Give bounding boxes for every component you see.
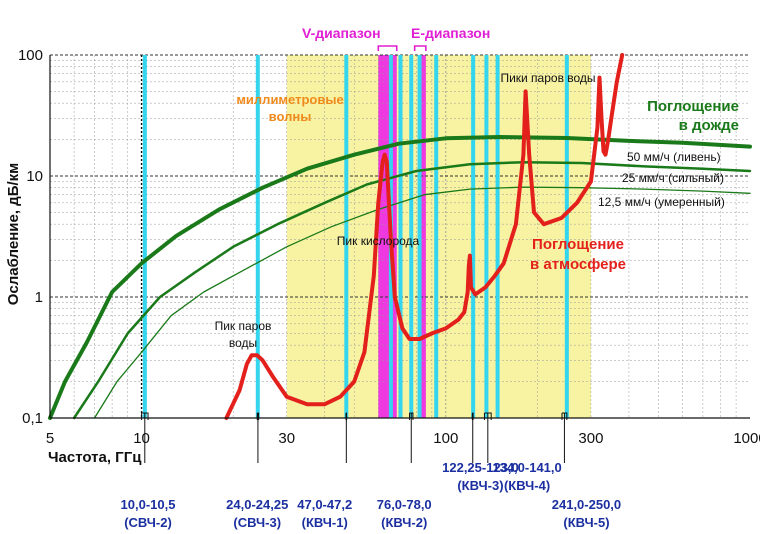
- x-tick-label: 100: [433, 430, 458, 447]
- rain-12-label: 12,5 мм/ч (умеренный): [598, 195, 725, 209]
- mm-waves-label-line1: миллиметровые: [236, 92, 343, 107]
- x-tick-label: 5: [46, 430, 54, 447]
- band-name-label: (КВЧ-1): [302, 515, 348, 530]
- band-range-label: 76,0-78,0: [377, 497, 432, 512]
- series-lines: [48, 53, 752, 420]
- rain-absorption-label-line2: в дожде: [679, 117, 739, 134]
- oxygen-peak-label: Пик кислорода: [337, 234, 420, 248]
- water-peaks-label: Пики паров воды: [500, 71, 595, 85]
- band-range-label: 122,25-123,0: [442, 460, 519, 475]
- v-band-bracket: [377, 45, 398, 51]
- series-line: [224, 53, 625, 420]
- band-name-label: (КВЧ-5): [563, 515, 609, 530]
- atm-absorption-label-line1: Поглощение: [532, 236, 624, 253]
- band-name-label: (СВЧ-3): [233, 515, 281, 530]
- series-line: [48, 135, 752, 420]
- band-bracket: [561, 412, 568, 420]
- y-tick-label: 10: [26, 168, 43, 185]
- v-band-label: V-диапазон: [302, 25, 381, 41]
- band-range-label: 241,0-250,0: [552, 497, 621, 512]
- band-callouts: 10,0-10,5 (СВЧ-2) 24,0-24,25 (СВЧ-3) 47,0-47…: [121, 412, 621, 530]
- y-axis-title: Ослабление, дБ/км: [5, 163, 22, 305]
- x-axis-title: Частота, ГГц: [48, 449, 142, 466]
- y-tick-label: 0,1: [22, 410, 43, 427]
- y-tick-label: 1: [35, 289, 43, 306]
- region-millimeter: [286, 55, 591, 418]
- water-peak-label-line1: Пик паров: [215, 319, 272, 333]
- band-range-label: 47,0-47,2: [297, 497, 352, 512]
- band-name-label: (КВЧ-4): [504, 478, 550, 493]
- band-name-label: (КВЧ-3): [457, 478, 503, 493]
- band-range-label: 134,0-141,0: [492, 460, 561, 475]
- water-peak-label-line2: воды: [229, 336, 257, 350]
- x-tick-label: 10: [133, 430, 150, 447]
- band-name-label: (СВЧ-2): [124, 515, 172, 530]
- chart-axes: [49, 45, 750, 419]
- series-line: [93, 186, 751, 419]
- series-line: [72, 160, 752, 420]
- y-tick-label: 100: [18, 47, 43, 64]
- band-range-label: 10,0-10,5: [121, 497, 176, 512]
- x-tick-label: 300: [578, 430, 603, 447]
- band-bracket: [409, 412, 414, 420]
- band-name-label: (КВЧ-2): [381, 515, 427, 530]
- rain-50-label: 50 мм/ч (ливень): [627, 150, 721, 164]
- band-range-label: 24,0-24,25: [226, 497, 288, 512]
- rain-25-label: 25 мм/ч (сильный): [622, 171, 724, 185]
- rain-absorption-label-line1: Поглощение: [647, 98, 739, 115]
- region-E: [417, 55, 426, 418]
- e-band-label: E-диапазон: [411, 25, 490, 41]
- x-tick-label: 30: [278, 430, 295, 447]
- mm-waves-label-line2: волны: [269, 109, 312, 124]
- e-band-bracket: [413, 45, 427, 51]
- band-bracket: [483, 412, 492, 420]
- band-bracket: [141, 412, 149, 420]
- atm-absorption-label-line2: в атмосфере: [530, 256, 626, 273]
